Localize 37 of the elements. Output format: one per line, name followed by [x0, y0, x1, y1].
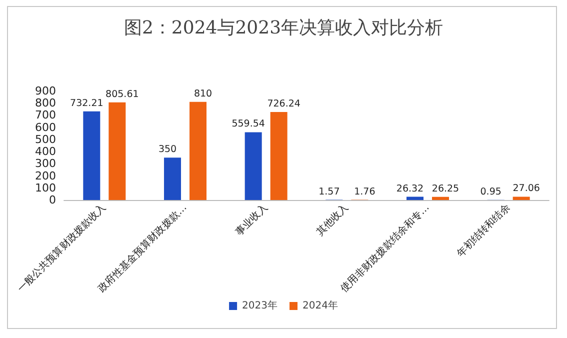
y-tick-label: 0	[49, 194, 56, 206]
bar	[270, 112, 288, 200]
y-tick-label: 300	[35, 157, 56, 170]
data-label: 26.25	[432, 183, 460, 194]
y-tick-label: 700	[35, 108, 56, 122]
data-label: 805.61	[106, 88, 139, 100]
bar	[244, 132, 262, 200]
chart-title: 图2：2024与2023年决算收入对比分析	[124, 18, 444, 38]
data-label: 1.57	[318, 186, 340, 198]
bar	[83, 111, 100, 200]
data-label: 1.76	[354, 186, 376, 198]
y-tick-label: 100	[35, 181, 56, 194]
x-tick-label: 年初结转和结余	[454, 201, 512, 260]
data-label: 0.95	[480, 186, 502, 198]
bar	[512, 196, 530, 200]
x-tick-label: 事业收入	[233, 201, 270, 238]
data-label: 726.24	[267, 98, 300, 110]
y-tick-label: 500	[35, 132, 56, 146]
legend-label: 2024年	[302, 300, 338, 312]
y-tick-label: 800	[35, 96, 56, 110]
bar	[164, 158, 181, 200]
data-label: 559.54	[232, 118, 265, 130]
y-tick-label: 200	[35, 169, 56, 182]
y-tick-label: 900	[35, 84, 56, 98]
data-label: 26.32	[396, 183, 424, 194]
legend-label: 2023年	[242, 300, 278, 312]
data-label: 732.21	[70, 98, 104, 109]
bar	[190, 102, 206, 200]
bar	[108, 102, 126, 200]
y-tick-label: 600	[35, 120, 56, 134]
bar	[432, 196, 449, 200]
data-label: 27.06	[512, 183, 540, 194]
data-label: 810	[194, 88, 212, 100]
x-tick-label: 其他收入	[314, 201, 351, 238]
y-tick-label: 400	[35, 145, 56, 158]
bar	[406, 196, 424, 200]
data-label: 350	[158, 144, 177, 156]
